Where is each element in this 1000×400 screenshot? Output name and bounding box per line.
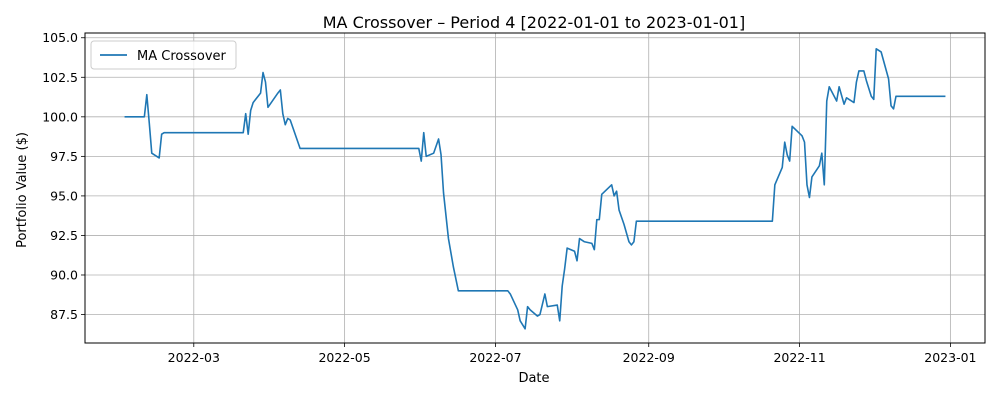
x-axis-label: Date [518,371,549,386]
legend-box [90,40,237,70]
x-tick-label: 2022-11 [773,350,825,365]
y-tick-label: 87.5 [50,307,78,322]
chart-title: MA Crossover – Period 4 [2022-01-01 to 2… [323,13,745,32]
x-tick-label: 2022-05 [318,350,370,365]
x-tick-label: 2023-01 [924,350,976,365]
y-tick-label: 92.5 [50,228,78,243]
legend: MA Crossover [90,40,237,70]
y-tick-label: 97.5 [50,149,78,164]
series-line [124,48,946,330]
plot-frame [84,32,986,344]
x-tick-label: 2022-07 [469,350,521,365]
y-tick-label: 105.0 [42,30,78,45]
x-tick-label: 2022-09 [623,350,675,365]
ticks: 2022-03 2022-05 2022-07 2022-09 2022-11 2023-… [42,30,976,365]
plot-lines [124,48,946,330]
y-tick-label: 102.5 [42,70,78,85]
y-tick-label: 95.0 [50,188,78,203]
grid [85,33,985,343]
y-tick-label: 90.0 [50,267,78,282]
y-axis-label: Portfolio Value ($) [15,132,30,248]
x-tick-label: 2022-03 [168,350,220,365]
y-tick-label: 100.0 [42,109,78,124]
legend-label: MA Crossover [137,49,227,64]
